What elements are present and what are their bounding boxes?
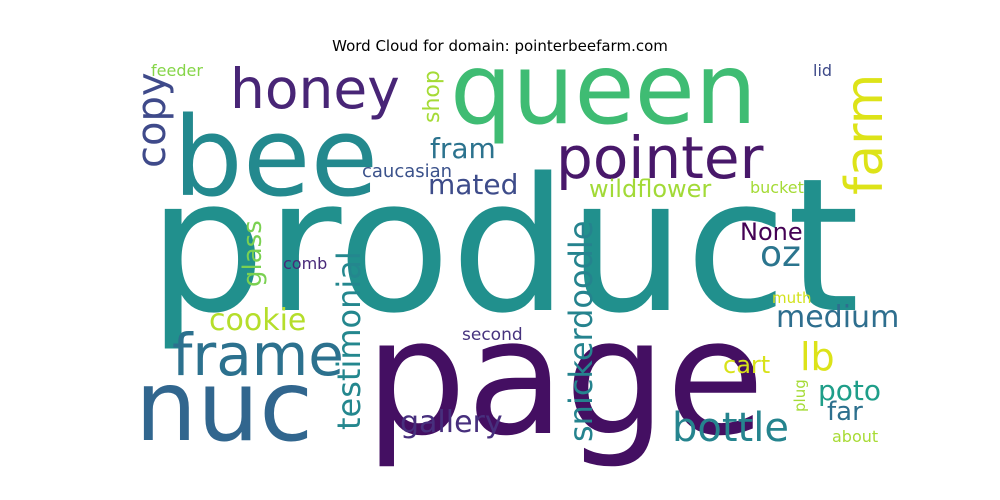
word-glass: glass: [238, 220, 268, 287]
word-shop: shop: [420, 70, 445, 123]
word-poto: poto: [818, 374, 881, 407]
word-bottle: bottle: [672, 405, 789, 451]
word-about: about: [832, 427, 878, 446]
chart-title: Word Cloud for domain: pointerbeefarm.co…: [332, 37, 668, 55]
word-oz: oz: [760, 234, 801, 275]
word-second: second: [462, 325, 523, 345]
word-honey: honey: [230, 57, 400, 121]
word-product: product: [148, 138, 860, 354]
word-queen: queen: [450, 33, 757, 147]
word-muth: muth: [772, 289, 812, 307]
word-testimonial: testimonial: [330, 251, 368, 430]
word-cart: cart: [723, 351, 770, 379]
word-pointer: pointer: [556, 124, 764, 192]
word-snickerdoodle: snickerdoodle: [562, 221, 600, 442]
word-feeder: feeder: [151, 61, 203, 80]
word-wildflower: wildflower: [589, 175, 711, 203]
word-plug: plug: [791, 379, 809, 412]
word-bee: bee: [173, 93, 378, 221]
word-comb: comb: [283, 254, 327, 273]
word-lb: lb: [800, 335, 835, 379]
word-nuc: nuc: [135, 350, 313, 464]
word-bucket: bucket: [750, 178, 804, 197]
word-cookie: cookie: [209, 303, 306, 338]
word-copy: copy: [129, 72, 175, 168]
word-medium: medium: [776, 300, 899, 335]
word-fram: fram: [430, 132, 496, 165]
word-lid: lid: [813, 61, 832, 80]
word-frame: frame: [172, 321, 344, 389]
word-farm: farm: [835, 74, 895, 195]
word-mated: mated: [428, 168, 518, 201]
word-none: None: [740, 218, 803, 246]
word-caucasian: caucasian: [362, 161, 452, 182]
word-far: far: [827, 397, 863, 427]
word-gallery: gallery: [400, 405, 503, 440]
word-page: page: [365, 284, 765, 471]
